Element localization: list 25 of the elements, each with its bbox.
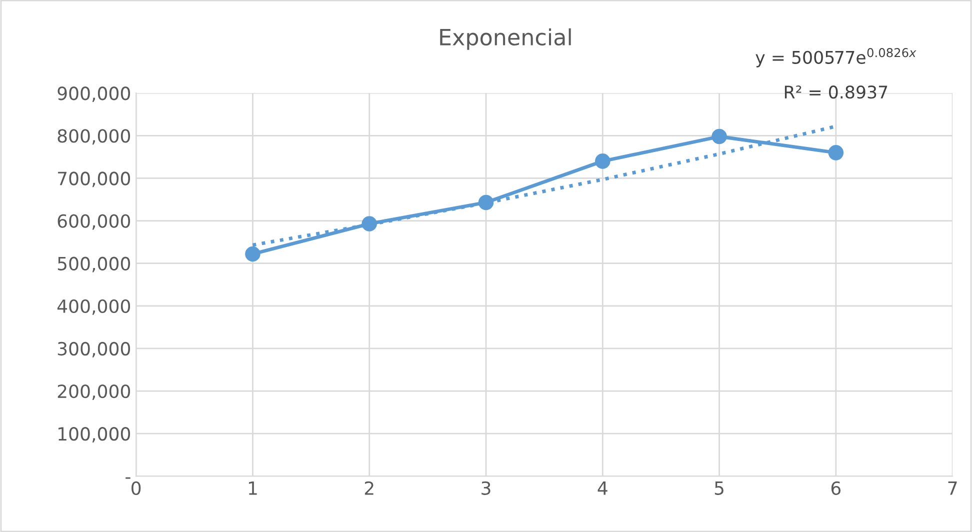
x-tick-label: 2 xyxy=(364,481,374,495)
x-tick-label: 0 xyxy=(132,481,141,495)
x-tick-label: 6 xyxy=(831,481,841,495)
y-tick-label: 800,000 xyxy=(58,129,130,145)
x-tick-label: 1 xyxy=(248,482,257,495)
point xyxy=(245,246,260,262)
x-tick-label: 4 xyxy=(598,482,608,495)
y-tick-label: 900,000 xyxy=(58,86,130,102)
y-tick-label: 500,000 xyxy=(58,256,130,272)
text: y = 500577e$^{0.0826x}$ xyxy=(756,48,916,68)
y-tick-label: 400,000 xyxy=(57,299,130,315)
x-tick-label: 7 xyxy=(948,482,957,495)
annotation: R² = 0.8937 xyxy=(784,86,888,99)
y-tick-label: 600,000 xyxy=(58,214,130,230)
x-tick-label: 5 xyxy=(714,482,724,495)
y-tick-label: 100,000 xyxy=(58,427,130,443)
point xyxy=(828,145,844,160)
y-tick-label: - xyxy=(126,477,130,479)
y-tick-label: 300,000 xyxy=(58,342,130,358)
x-tick-label: 3 xyxy=(482,481,490,495)
y-tick-label: 200,000 xyxy=(58,384,130,400)
chart-title: Exponencial xyxy=(440,28,571,50)
point xyxy=(712,128,727,144)
point xyxy=(595,154,610,169)
y-tick-label: 700,000 xyxy=(58,172,130,188)
